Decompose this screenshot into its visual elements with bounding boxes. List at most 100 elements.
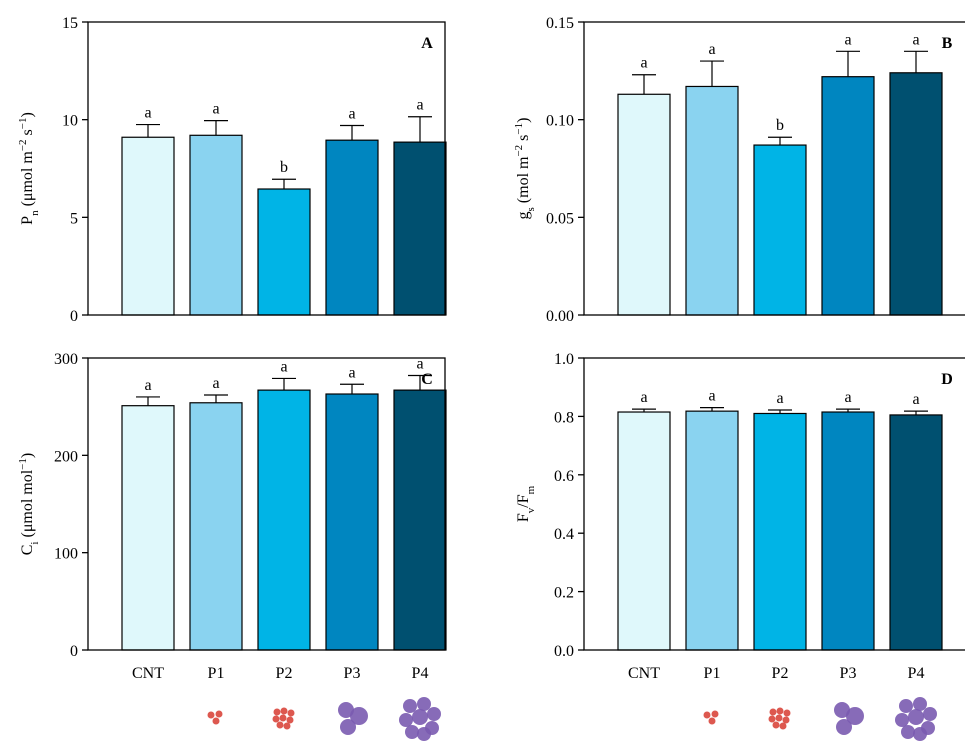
- x-tick-label: P2: [772, 665, 789, 682]
- particle-icon: [923, 707, 937, 721]
- particle-icon: [284, 723, 291, 730]
- bar: [618, 412, 670, 650]
- bar: [394, 390, 446, 650]
- y-axis-label-part: s: [515, 135, 532, 145]
- error-bar: [340, 126, 364, 141]
- bar: [326, 394, 378, 650]
- bar: [754, 413, 806, 650]
- y-axis-label-part: ): [19, 112, 36, 117]
- y-tick-label: 0.8: [554, 409, 574, 426]
- y-tick-label: 300: [54, 351, 78, 368]
- y-axis-label-part: (μmol m: [19, 151, 36, 211]
- panel-label: C: [421, 371, 433, 388]
- significance-letter: a: [212, 375, 219, 392]
- error-bar: [340, 384, 364, 394]
- particle-icon: [427, 707, 441, 721]
- y-axis-label: gs (mol m−2 s−1): [513, 118, 537, 220]
- particle-icon: [274, 709, 281, 716]
- bar: [822, 412, 874, 650]
- bar: [890, 415, 942, 650]
- significance-letter: a: [844, 389, 851, 406]
- y-tick-label: 0: [70, 643, 78, 660]
- y-axis-label-part: g: [515, 211, 532, 219]
- significance-letter: a: [144, 377, 151, 394]
- y-tick-label: 15: [62, 15, 78, 32]
- particle-icon: [399, 713, 413, 727]
- x-tick-label: P1: [704, 665, 721, 682]
- significance-letter: a: [348, 364, 355, 381]
- particle-icon: [704, 712, 711, 719]
- y-tick-label: 0.10: [546, 113, 574, 130]
- significance-letter: b: [280, 159, 288, 176]
- bar: [258, 189, 310, 315]
- particle-icon: [913, 727, 927, 741]
- y-tick-label: 200: [54, 448, 78, 465]
- y-tick-label: 0.2: [554, 585, 574, 602]
- x-tick-label: P4: [412, 665, 429, 682]
- error-bar: [768, 137, 792, 145]
- error-bar: [136, 125, 160, 138]
- particle-icon: [273, 716, 280, 723]
- particle-icon: [412, 709, 428, 725]
- bar: [122, 137, 174, 315]
- x-tick-label: P4: [908, 665, 925, 682]
- significance-letter: a: [640, 55, 647, 72]
- significance-letter: a: [776, 390, 783, 407]
- x-tick-label: P3: [840, 665, 857, 682]
- particle-icon: [417, 727, 431, 741]
- particle-icon: [773, 722, 780, 729]
- error-bar: [632, 75, 656, 95]
- bar: [754, 145, 806, 315]
- particle-icon: [405, 725, 419, 739]
- significance-letter: a: [416, 97, 423, 114]
- y-axis-label-part: −1: [17, 118, 29, 130]
- bar: [326, 140, 378, 315]
- particle-icon: [769, 716, 776, 723]
- significance-letter: a: [912, 391, 919, 408]
- particle-icon: [770, 709, 777, 716]
- y-axis-label: Ci (μmol mol−1): [17, 453, 41, 555]
- particle-icon: [780, 723, 787, 730]
- y-tick-label: 0.00: [546, 308, 574, 325]
- y-axis-label-part: m: [525, 485, 537, 494]
- y-tick-label: 0.15: [546, 15, 574, 32]
- bar: [190, 135, 242, 315]
- particle-icon: [287, 717, 294, 724]
- error-bar: [904, 51, 928, 72]
- significance-letter: a: [912, 31, 919, 48]
- particle-icon: [277, 722, 284, 729]
- y-axis-label-part: C: [19, 545, 36, 556]
- y-axis-label-part: −1: [17, 458, 29, 470]
- y-axis-label-part: −2: [513, 145, 525, 157]
- y-axis-label: Fv/Fm: [515, 485, 537, 522]
- y-tick-label: 0.6: [554, 468, 574, 485]
- bar: [122, 406, 174, 650]
- panel-label: A: [421, 35, 433, 52]
- y-tick-label: 10: [62, 113, 78, 130]
- particle-icon: [417, 697, 431, 711]
- panel-label: D: [941, 371, 953, 388]
- bar: [686, 411, 738, 650]
- y-axis-label-part: −2: [17, 139, 29, 151]
- y-axis-label-part: F: [515, 513, 532, 522]
- x-tick-label: CNT: [132, 665, 164, 682]
- y-tick-label: 0.05: [546, 210, 574, 227]
- y-tick-label: 1.0: [554, 351, 574, 368]
- y-axis-label-part: s: [19, 129, 36, 139]
- bar: [618, 94, 670, 315]
- particle-icon: [777, 708, 784, 715]
- significance-letter: a: [144, 105, 151, 122]
- bar: [190, 403, 242, 650]
- x-tick-label: P3: [344, 665, 361, 682]
- y-tick-label: 100: [54, 546, 78, 563]
- error-bar: [136, 397, 160, 406]
- y-axis-label-part: −1: [513, 123, 525, 135]
- error-bar: [204, 121, 228, 136]
- particle-icon: [776, 715, 783, 722]
- bar: [258, 390, 310, 650]
- bar: [890, 73, 942, 315]
- particle-icon: [709, 718, 716, 725]
- particle-icon: [216, 711, 223, 718]
- particle-icon: [280, 715, 287, 722]
- figure: 051015aabaaAPn (μmol m−2 s−1)0.000.050.1…: [0, 0, 965, 746]
